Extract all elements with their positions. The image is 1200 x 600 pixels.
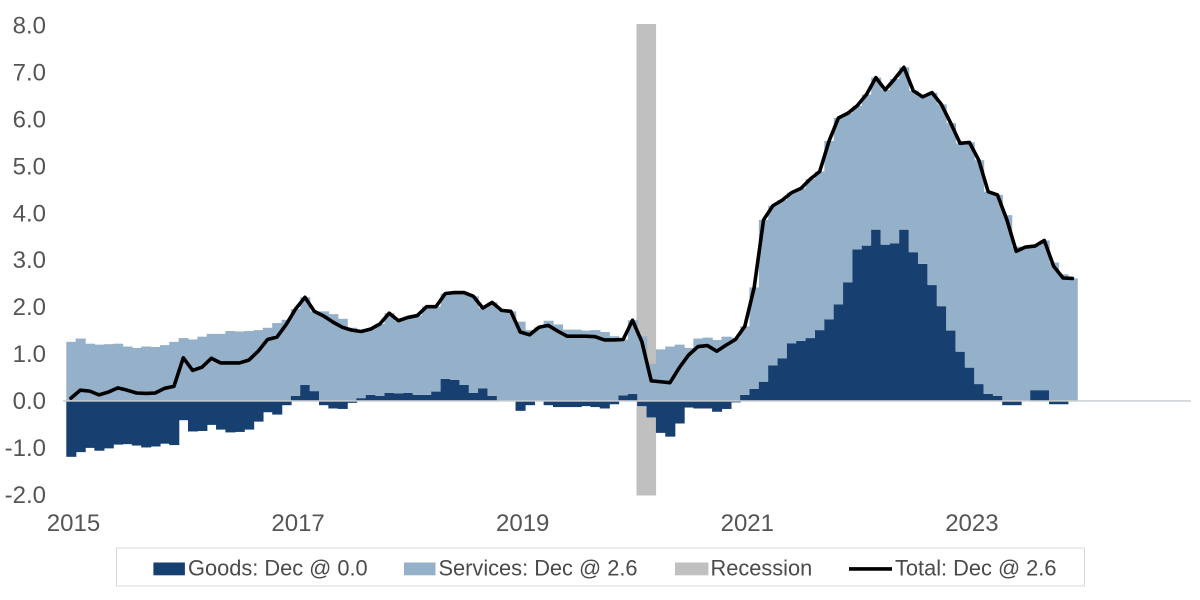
svg-text:-2.0: -2.0 bbox=[5, 482, 46, 509]
svg-text:Goods: Dec @ 0.0: Goods: Dec @ 0.0 bbox=[188, 556, 368, 581]
svg-text:2017: 2017 bbox=[271, 510, 324, 537]
svg-text:2021: 2021 bbox=[721, 510, 774, 537]
svg-text:Total: Dec @ 2.6: Total: Dec @ 2.6 bbox=[895, 556, 1056, 581]
svg-text:1.0: 1.0 bbox=[13, 341, 46, 368]
svg-text:5.0: 5.0 bbox=[13, 153, 46, 180]
svg-text:2.0: 2.0 bbox=[13, 294, 46, 321]
svg-text:0.0: 0.0 bbox=[13, 388, 46, 415]
svg-text:Recession: Recession bbox=[711, 556, 813, 581]
svg-text:6.0: 6.0 bbox=[13, 106, 46, 133]
svg-text:2019: 2019 bbox=[496, 510, 549, 537]
svg-text:8.0: 8.0 bbox=[13, 13, 46, 40]
svg-text:4.0: 4.0 bbox=[13, 200, 46, 227]
svg-text:-1.0: -1.0 bbox=[5, 435, 46, 462]
svg-text:Services: Dec @ 2.6: Services: Dec @ 2.6 bbox=[439, 556, 638, 581]
svg-text:7.0: 7.0 bbox=[13, 60, 46, 87]
svg-text:2015: 2015 bbox=[47, 510, 100, 537]
svg-text:3.0: 3.0 bbox=[13, 247, 46, 274]
svg-text:2023: 2023 bbox=[945, 510, 998, 537]
